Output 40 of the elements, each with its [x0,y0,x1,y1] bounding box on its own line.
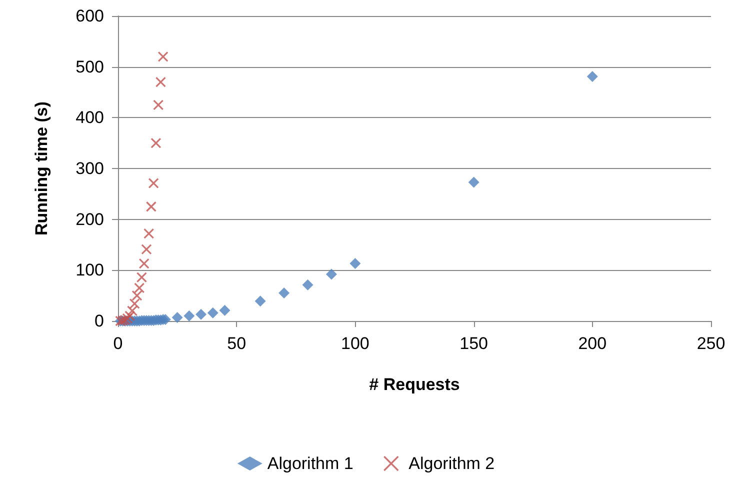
point [138,258,150,269]
point [150,138,162,148]
y-tick-label: 300 [76,159,104,178]
point [302,279,314,290]
legend-label: Algorithm 1 [267,454,354,473]
point [172,312,183,323]
point [148,178,159,189]
y-tick-label: 0 [94,312,104,330]
point [124,310,136,322]
y-tick-label: 200 [76,210,104,229]
point [278,288,290,299]
point [153,100,164,110]
x-tick-label: 0 [113,334,123,353]
point [586,70,598,82]
point [144,228,154,239]
x-tick-label: 100 [341,334,370,353]
point [158,51,168,62]
x-tick-label: 50 [227,334,246,353]
x-tick-label: 200 [578,334,607,353]
x-tick-label: 250 [696,334,726,353]
y-tick-label: 100 [76,260,104,280]
y-axis-title: Running time (s) [32,101,51,236]
point [207,307,218,318]
y-tick-label: 600 [76,6,104,26]
point [326,268,337,280]
x-axis-title: # Requests [369,375,460,394]
point [219,304,230,316]
y-tick-label: 400 [76,108,104,128]
legend-label: Algorithm 2 [408,454,495,473]
point [122,313,133,324]
point [155,76,166,88]
point [468,176,480,188]
point [146,201,157,212]
point [184,310,195,322]
y-tick-label: 500 [76,57,104,76]
point [254,296,266,307]
point [141,244,152,255]
x-tick-label: 150 [460,334,488,353]
point [350,258,361,270]
point [196,308,207,320]
